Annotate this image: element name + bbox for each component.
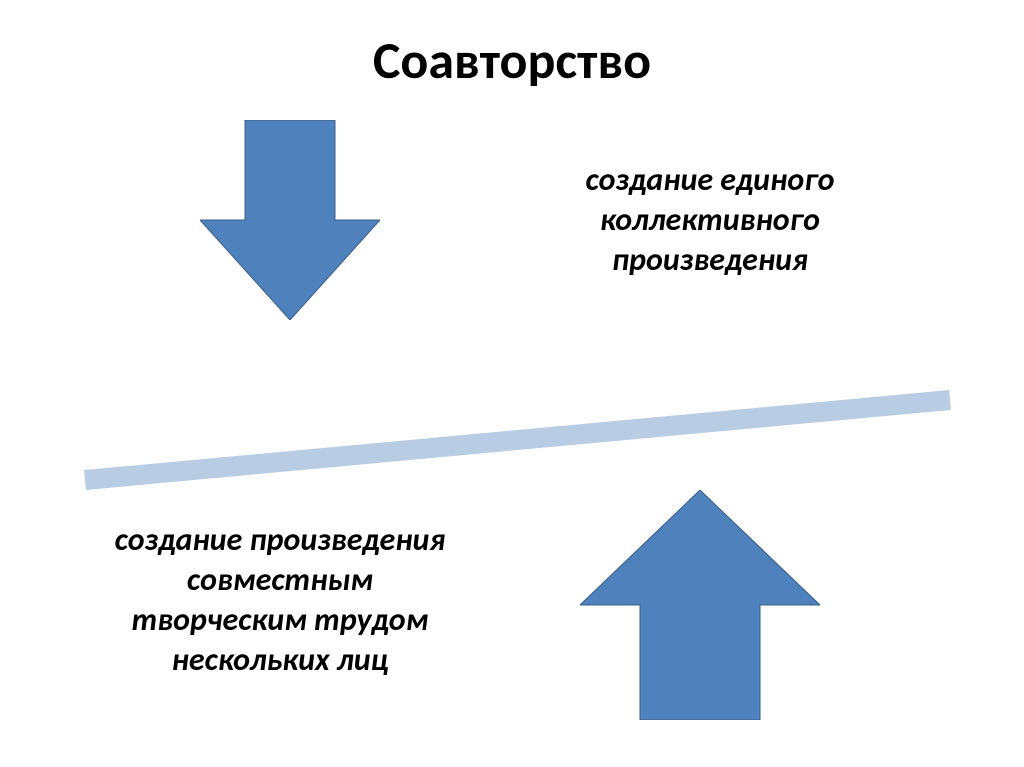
lower-left-line3: творческим трудом [70, 600, 490, 640]
arrow-up-path [580, 490, 820, 720]
lower-left-text-block: создание произведения совместным творчес… [70, 520, 490, 680]
divider-path [85, 400, 950, 480]
lower-left-line2: совместным [70, 560, 490, 600]
arrow-up-icon [580, 490, 820, 725]
lower-left-line4: нескольких лиц [70, 640, 490, 680]
arrow-up-svg [580, 490, 820, 720]
lower-left-line1: создание произведения [70, 520, 490, 560]
